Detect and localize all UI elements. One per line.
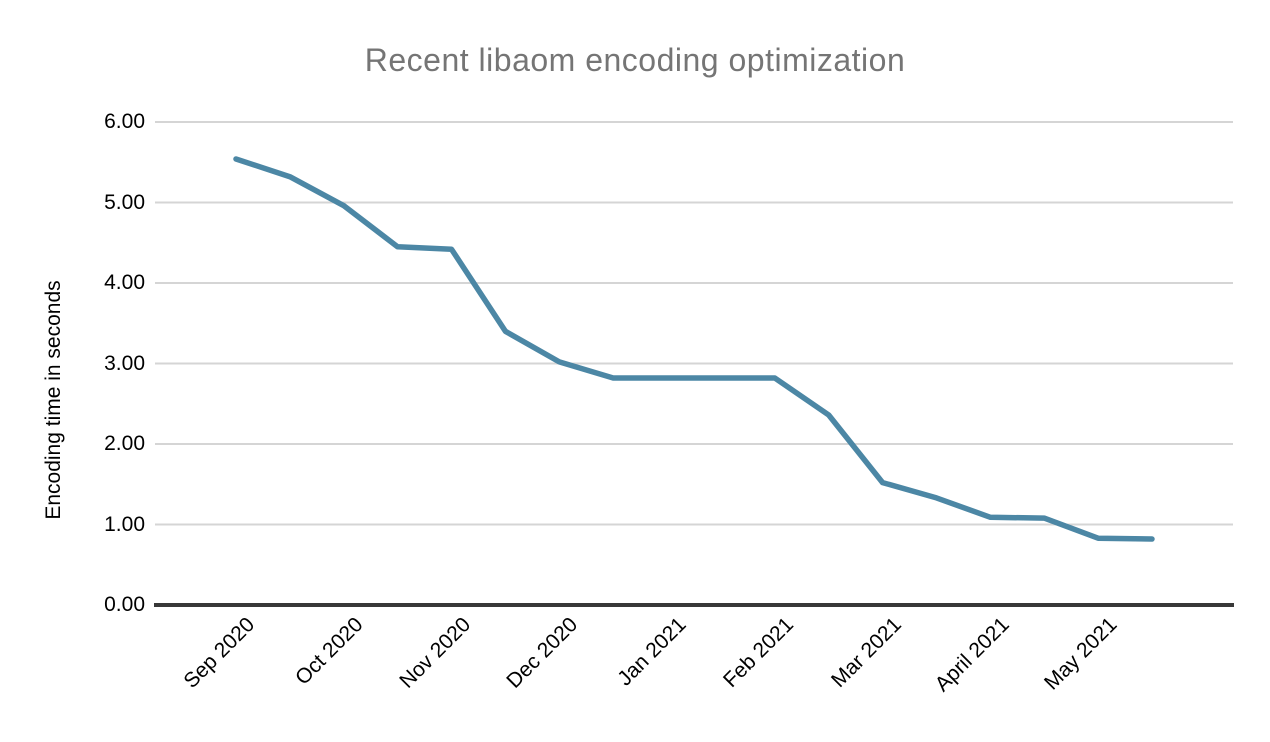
encoding-time-series-line	[233, 156, 1155, 542]
y-tick-label: 4.00	[104, 271, 145, 294]
y-tick-label: 3.00	[104, 351, 145, 375]
chart-title: Recent libaom encoding optimization	[364, 42, 906, 78]
y-tick-label: 6.00	[104, 110, 145, 133]
y-tick-label: 1.00	[104, 512, 145, 536]
y-tick-label: 5.00	[104, 190, 145, 214]
y-tick-label: 2.00	[104, 432, 145, 455]
y-tick-label: 0.00	[104, 593, 145, 616]
